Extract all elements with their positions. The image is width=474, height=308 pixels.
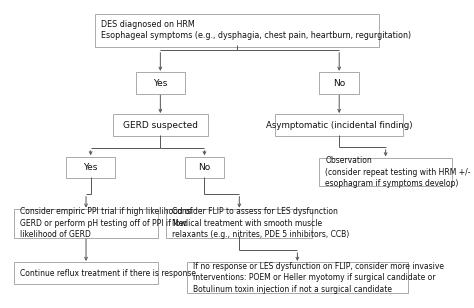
FancyBboxPatch shape (275, 115, 403, 136)
Text: Asymptomatic (incidental finding): Asymptomatic (incidental finding) (266, 121, 412, 130)
FancyBboxPatch shape (319, 72, 359, 94)
FancyBboxPatch shape (185, 157, 224, 178)
FancyBboxPatch shape (95, 14, 379, 47)
Text: Consider FLIP to assess for LES dysfunction
Medical treatment with smooth muscle: Consider FLIP to assess for LES dysfunct… (172, 208, 349, 239)
FancyBboxPatch shape (113, 115, 208, 136)
FancyBboxPatch shape (66, 157, 115, 178)
Text: DES diagnosed on HRM
Esophageal symptoms (e.g., dysphagia, chest pain, heartburn: DES diagnosed on HRM Esophageal symptoms… (101, 20, 411, 40)
Text: Observation
(consider repeat testing with HRM +/-
esophagram if symptoms develop: Observation (consider repeat testing wit… (326, 156, 471, 188)
Text: If no response or LES dysfunction on FLIP, consider more invasive
interventions:: If no response or LES dysfunction on FLI… (193, 262, 444, 294)
Text: GERD suspected: GERD suspected (123, 121, 198, 130)
FancyBboxPatch shape (187, 262, 408, 293)
Text: Yes: Yes (153, 79, 167, 87)
FancyBboxPatch shape (14, 209, 158, 238)
FancyBboxPatch shape (14, 262, 158, 284)
FancyBboxPatch shape (136, 72, 185, 94)
FancyBboxPatch shape (166, 209, 312, 238)
FancyBboxPatch shape (319, 158, 452, 186)
Text: Consider empiric PPI trial if high likelihood of
GERD or perform pH testing off : Consider empiric PPI trial if high likel… (20, 208, 192, 239)
Text: No: No (333, 79, 346, 87)
Text: Yes: Yes (83, 163, 98, 172)
Text: No: No (198, 163, 210, 172)
Text: Continue reflux treatment if there is response: Continue reflux treatment if there is re… (20, 269, 196, 278)
